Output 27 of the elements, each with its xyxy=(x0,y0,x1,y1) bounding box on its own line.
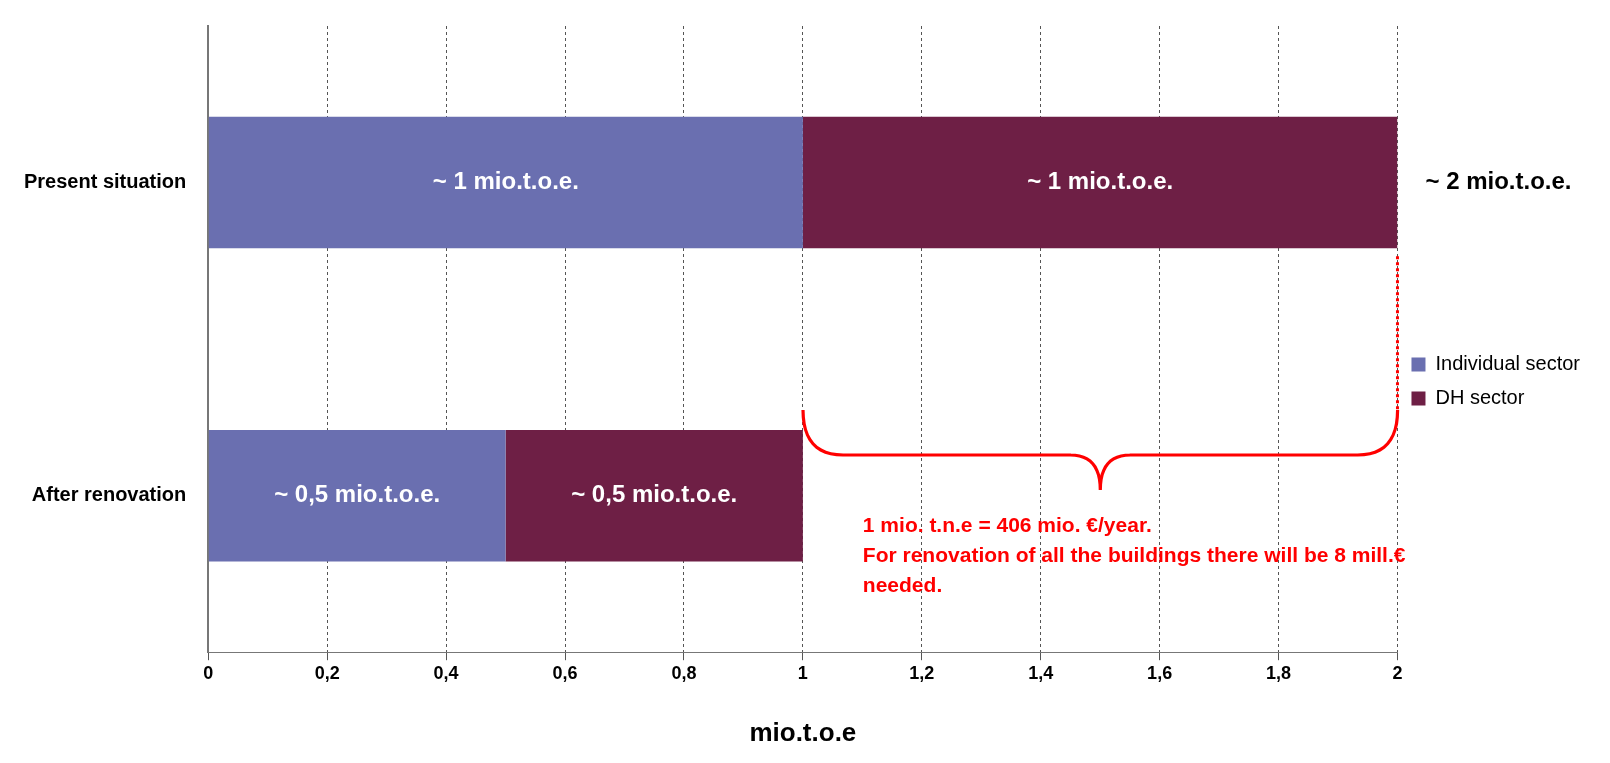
x-tick-label: 2 xyxy=(1392,662,1403,683)
bar xyxy=(208,429,506,562)
annotation: 1 mio. t.n.e = 406 mio. €/year. xyxy=(862,511,1153,538)
x-tick-label: 1,4 xyxy=(1028,662,1054,683)
legend-label: DH sector xyxy=(1435,386,1525,409)
x-tick-label: 0,4 xyxy=(433,662,459,683)
x-tick-label: 0,2 xyxy=(314,662,340,683)
data-label: ~ 1 mio.t.o.e. xyxy=(432,167,579,195)
x-tick-label: 0,6 xyxy=(552,662,578,683)
x-tick-label: 1,8 xyxy=(1266,662,1292,683)
x-tick-label: 1 xyxy=(797,662,808,683)
y-tick-label: After renovation xyxy=(31,483,187,506)
x-tick-label: 1,6 xyxy=(1147,662,1173,683)
bar xyxy=(208,116,803,249)
x-tick-label: 1,2 xyxy=(909,662,935,683)
x-tick-label: 0 xyxy=(203,662,214,683)
x-tick-label: 0,8 xyxy=(671,662,697,683)
data-label: ~ 1 mio.t.o.e. xyxy=(1027,167,1174,195)
x-axis-title: mio.t.o.e xyxy=(749,716,857,747)
legend-label: Individual sector xyxy=(1435,352,1581,375)
bar xyxy=(505,429,803,562)
data-label: ~ 0,5 mio.t.o.e. xyxy=(274,480,441,508)
bar xyxy=(802,116,1398,249)
total-label: ~ 2 mio.t.o.e. xyxy=(1425,167,1572,195)
annotation: For renovation of all the buildings there will be 8 mill.€ needed. xyxy=(862,541,1407,598)
y-tick-label: Present situation xyxy=(23,170,187,193)
data-label: ~ 0,5 mio.t.o.e. xyxy=(571,480,738,508)
